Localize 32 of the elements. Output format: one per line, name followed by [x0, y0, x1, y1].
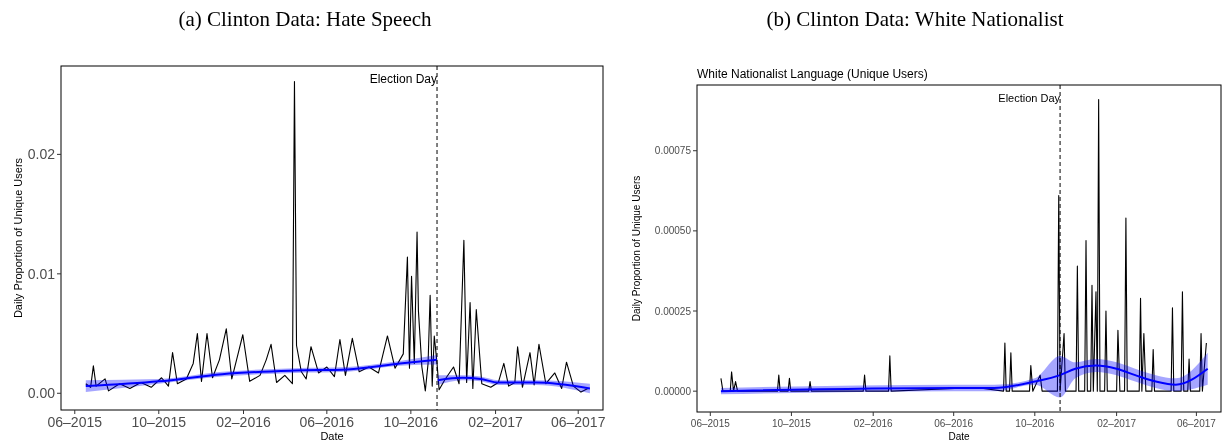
x-tick-label: 10–2016	[1015, 418, 1055, 429]
ref-line-label: Election Day	[369, 72, 438, 86]
x-tick-label: 06–2015	[690, 418, 731, 429]
x-tick-label: 10–2016	[383, 414, 439, 430]
y-tick-label: 0.01	[27, 265, 56, 282]
y-axis-title: Daily Proportion of Unique Users	[631, 175, 642, 322]
line-series	[436, 376, 591, 390]
x-tick-label: 10–2015	[131, 414, 187, 430]
x-tick-label: 02–2017	[1097, 418, 1137, 429]
chart-title: (a) Clinton Data: Hate Speech	[178, 7, 433, 31]
x-tick-label: 02–2016	[853, 418, 894, 429]
y-tick-label: 0.00025	[654, 305, 692, 317]
x-tick-label: 10–2015	[771, 418, 812, 429]
x-axis-title: Date	[948, 431, 970, 442]
x-tick-label: 06–2016	[934, 418, 974, 429]
chart-title: (b) Clinton Data: White Nationalist	[766, 7, 1064, 31]
x-tick-label: 02–2016	[216, 414, 271, 430]
x-tick-label: 06–2015	[47, 414, 103, 430]
x-tick-label: 02–2017	[468, 414, 524, 430]
x-tick-label: 06–2017	[1176, 418, 1217, 429]
y-axis-title: Daily Proportion of Unique Users	[12, 157, 24, 319]
y-tick-label: 0.00075	[654, 145, 692, 157]
chart-subtitle: White Nationalist Language (Unique Users)	[697, 67, 928, 81]
ref-line-label: Election Day	[998, 92, 1061, 104]
line-series	[719, 364, 1209, 393]
y-tick-label: 0.00000	[654, 385, 692, 397]
y-tick-label: 0.00	[27, 385, 56, 402]
y-tick-label: 0.00050	[654, 225, 692, 237]
x-axis-title: Date	[320, 430, 344, 442]
y-tick-label: 0.02	[27, 146, 56, 163]
x-tick-label: 06–2017	[550, 414, 606, 430]
x-tick-label: 06–2016	[299, 414, 355, 430]
